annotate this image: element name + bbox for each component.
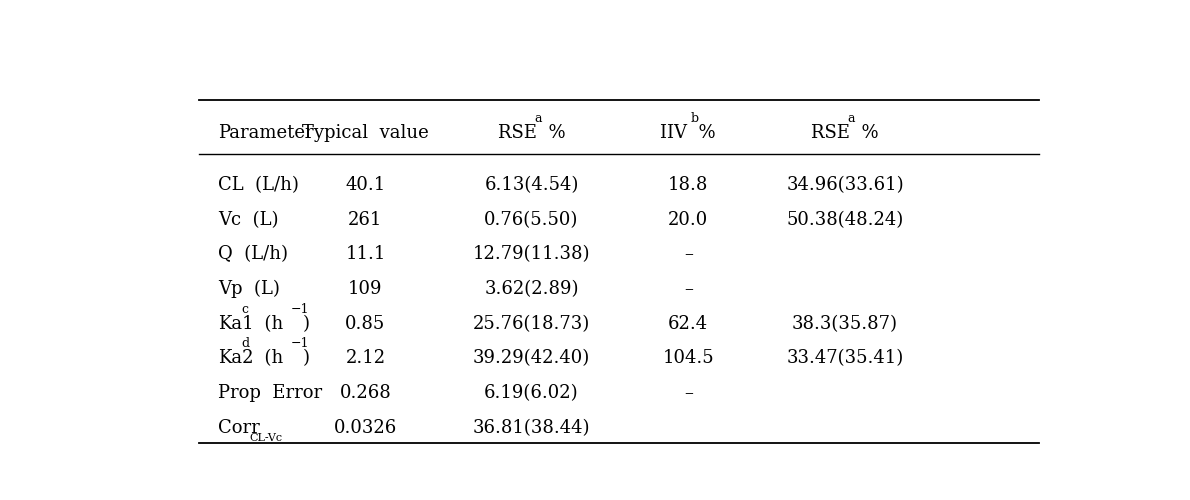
- Text: CL-Vc: CL-Vc: [249, 434, 282, 444]
- Text: Ka2: Ka2: [218, 350, 253, 368]
- Text: (h: (h: [253, 314, 283, 332]
- Text: 12.79(11.38): 12.79(11.38): [472, 246, 590, 264]
- Text: –: –: [684, 280, 693, 298]
- Text: ): ): [302, 314, 309, 332]
- Text: IIV  %: IIV %: [660, 124, 716, 142]
- Text: –: –: [684, 384, 693, 402]
- Text: Ka1: Ka1: [218, 314, 253, 332]
- Text: 62.4: 62.4: [669, 314, 708, 332]
- Text: 34.96(33.61): 34.96(33.61): [787, 176, 904, 194]
- Text: 39.29(42.40): 39.29(42.40): [472, 350, 590, 368]
- Text: Typical  value: Typical value: [302, 124, 428, 142]
- Text: 36.81(38.44): 36.81(38.44): [472, 418, 590, 436]
- Text: −1: −1: [290, 302, 309, 316]
- Text: a: a: [534, 112, 541, 125]
- Text: 3.62(2.89): 3.62(2.89): [484, 280, 578, 298]
- Text: 33.47(35.41): 33.47(35.41): [787, 350, 903, 368]
- Text: 261: 261: [349, 211, 383, 229]
- Text: 6.13(4.54): 6.13(4.54): [484, 176, 578, 194]
- Text: –: –: [684, 246, 693, 264]
- Text: 18.8: 18.8: [668, 176, 708, 194]
- Text: 50.38(48.24): 50.38(48.24): [787, 211, 903, 229]
- Text: 0.0326: 0.0326: [334, 418, 397, 436]
- Text: CL  (L/h): CL (L/h): [218, 176, 299, 194]
- Text: Vc  (L): Vc (L): [218, 211, 278, 229]
- Text: Prop  Error: Prop Error: [218, 384, 322, 402]
- Text: b: b: [691, 112, 700, 125]
- Text: 0.268: 0.268: [339, 384, 392, 402]
- Text: d: d: [242, 337, 250, 350]
- Text: 109: 109: [349, 280, 383, 298]
- Text: Corr: Corr: [218, 418, 259, 436]
- Text: 20.0: 20.0: [668, 211, 708, 229]
- Text: 104.5: 104.5: [663, 350, 714, 368]
- Text: ): ): [302, 350, 309, 368]
- Text: RSE  %: RSE %: [497, 124, 565, 142]
- Text: Q  (L/h): Q (L/h): [218, 246, 288, 264]
- Text: 0.85: 0.85: [345, 314, 386, 332]
- Text: 25.76(18.73): 25.76(18.73): [472, 314, 590, 332]
- Text: Vp  (L): Vp (L): [218, 280, 280, 298]
- Text: 40.1: 40.1: [345, 176, 386, 194]
- Text: −1: −1: [290, 337, 309, 350]
- Text: a: a: [847, 112, 856, 125]
- Text: 2.12: 2.12: [345, 350, 386, 368]
- Text: 0.76(5.50): 0.76(5.50): [484, 211, 578, 229]
- Text: RSE  %: RSE %: [812, 124, 879, 142]
- Text: c: c: [242, 302, 249, 316]
- Text: 6.19(6.02): 6.19(6.02): [484, 384, 578, 402]
- Text: 11.1: 11.1: [345, 246, 386, 264]
- Text: Parameter: Parameter: [218, 124, 313, 142]
- Text: (h: (h: [253, 350, 283, 368]
- Text: 38.3(35.87): 38.3(35.87): [793, 314, 898, 332]
